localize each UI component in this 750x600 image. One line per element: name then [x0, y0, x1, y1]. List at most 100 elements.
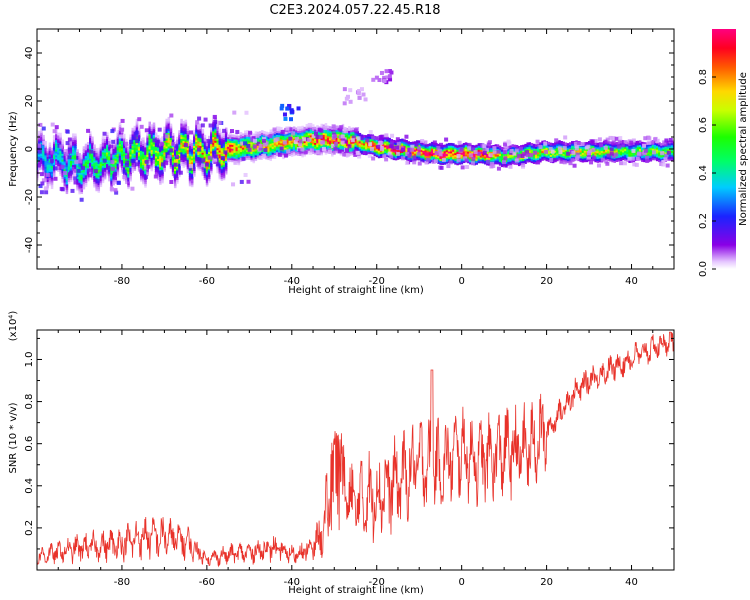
heatmap-cell — [354, 143, 357, 147]
heatmap-cell — [466, 150, 470, 154]
heatmap-cell — [95, 163, 98, 167]
heatmap-cell — [286, 136, 290, 140]
heatmap-cell — [526, 148, 529, 152]
heatmap-cell — [142, 160, 145, 164]
heatmap-cell — [649, 152, 653, 156]
heatmap-cell — [86, 142, 90, 145]
heatmap-cell — [564, 155, 568, 159]
heatmap-cell — [653, 155, 657, 159]
heatmap-cell — [600, 153, 604, 157]
heatmap-cell — [399, 148, 402, 152]
heatmap-cell — [103, 168, 107, 172]
heatmap-cell — [52, 148, 56, 152]
heatmap-cell — [352, 146, 355, 150]
heatmap-cell — [331, 153, 334, 157]
heatmap-cell — [222, 135, 226, 139]
heatmap-cell — [241, 133, 245, 137]
heatmap-cell — [513, 161, 517, 165]
heatmap-cell — [326, 133, 330, 137]
heatmap-cell — [169, 179, 174, 184]
heatmap-cell — [129, 147, 132, 151]
heatmap-cell — [38, 155, 41, 159]
heatmap-cell — [670, 152, 674, 155]
heatmap-cell — [239, 145, 243, 149]
heatmap-cell — [611, 157, 614, 161]
heatmap-cell — [159, 155, 162, 158]
heatmap-cell — [664, 151, 667, 155]
heatmap-cell — [244, 147, 247, 151]
heatmap-cell — [214, 126, 217, 130]
heatmap-cell — [205, 147, 209, 151]
heatmap-cell — [184, 123, 188, 127]
heatmap-cell — [642, 151, 647, 156]
heatmap-cell — [214, 149, 217, 153]
heatmap-cell — [647, 151, 650, 155]
heatmap-cell — [73, 180, 78, 185]
heatmap-cell — [350, 127, 353, 131]
heatmap-cell — [428, 148, 432, 152]
heatmap-cell — [299, 135, 302, 139]
heatmap-cell — [86, 163, 90, 166]
heatmap-cell — [528, 146, 532, 149]
heatmap-cell — [55, 146, 58, 150]
heatmap-cell — [80, 189, 84, 192]
heatmap-cell — [152, 134, 156, 137]
heatmap-cell — [248, 136, 251, 139]
heatmap-cell — [212, 153, 215, 157]
heatmap-cell — [275, 145, 279, 149]
heatmap-cell — [246, 157, 249, 160]
heatmap-cell — [672, 143, 674, 147]
heatmap-cell — [89, 137, 92, 140]
heatmap-cell — [424, 155, 428, 158]
heatmap-cell — [173, 146, 177, 150]
heatmap-cell — [197, 161, 200, 165]
heatmap-cell — [437, 159, 440, 163]
heatmap-cell — [607, 144, 610, 148]
heatmap-cell — [543, 140, 546, 144]
heatmap-cell — [549, 156, 553, 159]
heatmap-cell — [231, 138, 234, 142]
heatmap-cell — [509, 158, 512, 162]
heatmap-cell — [203, 140, 207, 144]
heatmap-cell — [328, 131, 332, 135]
heatmap-cell — [537, 157, 540, 161]
heatmap-cell — [311, 128, 315, 131]
heatmap-cell — [214, 132, 217, 136]
heatmap-cell — [165, 159, 168, 162]
heatmap-cell — [382, 75, 387, 80]
heatmap-cell — [365, 135, 368, 138]
heatmap-cell — [287, 104, 292, 109]
heatmap-cell — [161, 145, 164, 149]
heatmap-cell — [101, 172, 105, 176]
heatmap-cell — [386, 146, 389, 150]
heatmap-cell — [208, 140, 213, 145]
heatmap-cell — [556, 158, 559, 162]
heatmap-cell — [40, 138, 43, 141]
heatmap-cell — [670, 146, 674, 150]
heatmap-cell — [486, 156, 489, 160]
heatmap-cell — [46, 179, 50, 182]
heatmap-cell — [630, 156, 635, 161]
heatmap-cell — [437, 148, 442, 153]
heatmap-cell — [212, 128, 215, 132]
heatmap-cell — [598, 159, 602, 163]
heatmap-cell — [596, 156, 600, 160]
heatmap-cell — [197, 123, 200, 127]
heatmap-cell — [326, 127, 330, 131]
heatmap-cell — [248, 155, 251, 159]
heatmap-cell — [464, 144, 468, 148]
heatmap-cell — [269, 156, 273, 160]
heatmap-cell — [604, 159, 609, 164]
heatmap-cell — [229, 153, 232, 157]
heatmap-cell — [123, 158, 126, 162]
heatmap-cell — [220, 147, 224, 151]
heatmap-cell — [156, 150, 160, 154]
heatmap-cell — [345, 135, 349, 139]
heatmap-cell — [494, 157, 498, 161]
heatmap-cell — [173, 166, 177, 169]
heatmap-cell — [61, 149, 64, 152]
heatmap-cell — [123, 133, 126, 137]
heatmap-cell — [114, 140, 118, 144]
heatmap-cell — [133, 158, 137, 162]
heatmap-cell — [200, 163, 205, 168]
